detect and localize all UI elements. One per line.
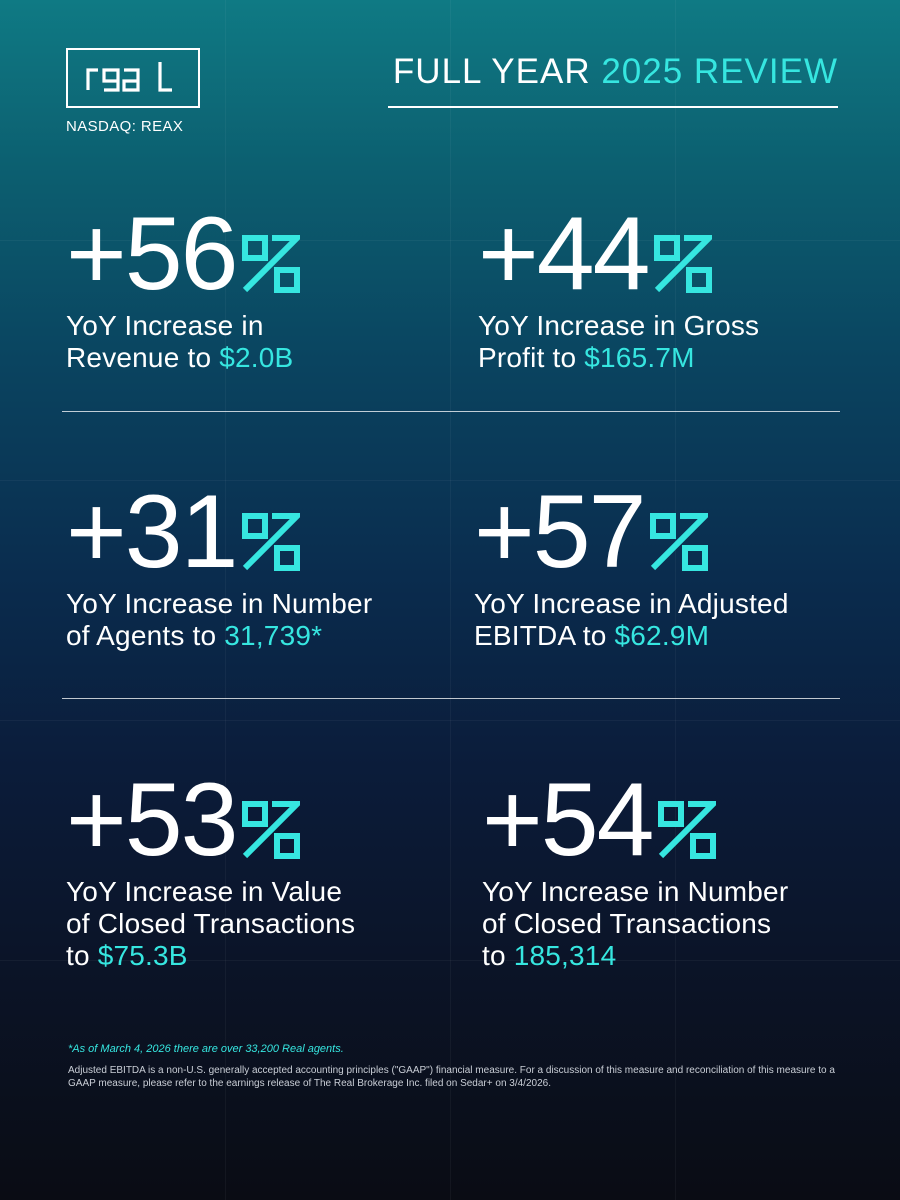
ebitda-disclaimer: Adjusted EBITDA is a non-U.S. generally … (68, 1065, 835, 1089)
header-underline (388, 106, 838, 108)
real-logo (66, 48, 200, 108)
percent-icon (242, 235, 305, 298)
stat-adjusted-ebitda: +57 YoY Increase in Adjusted EBITDA to $… (474, 474, 874, 652)
grid-line (0, 720, 900, 721)
grid-line (0, 240, 900, 241)
stat-value: +54 (482, 762, 654, 878)
grid-line (225, 0, 226, 1200)
stat-description: YoY Increase in Adjusted EBITDA to $62.9… (474, 588, 789, 651)
grid-line (0, 960, 900, 961)
percent-icon (658, 801, 721, 864)
stat-gross-profit: +44 YoY Increase in Gross Profit to $165… (478, 196, 878, 374)
stat-value: +56 (66, 196, 238, 312)
stat-value: +44 (478, 196, 650, 312)
section-divider (62, 698, 840, 699)
percent-icon (242, 513, 305, 576)
agents-footnote: *As of March 4, 2026 there are over 33,2… (68, 1043, 344, 1055)
stat-value: +31 (66, 474, 238, 590)
stat-description: YoY Increase in Number of Agents to 31,7… (66, 588, 373, 651)
stat-agents: +31 YoY Increase in Number of Agents to … (66, 474, 466, 652)
stat-description: YoY Increase in Number of Closed Transac… (482, 876, 789, 971)
stat-value-closed-transactions: +53 YoY Increase in Value of Closed Tran… (66, 762, 466, 972)
stat-description: YoY Increase in Revenue to $2.0B (66, 310, 294, 373)
stat-value: +57 (474, 474, 646, 590)
section-divider (62, 411, 840, 412)
ticker-symbol: NASDAQ: REAX (66, 118, 184, 135)
real-logo-mark-icon (86, 62, 172, 92)
page-title: FULL YEAR 2025 REVIEW (393, 52, 838, 92)
stat-number-closed-transactions: +54 YoY Increase in Number of Closed Tra… (482, 762, 882, 972)
stat-description: YoY Increase in Value of Closed Transact… (66, 876, 356, 971)
stat-revenue: +56 YoY Increase in Revenue to $2.0B (66, 196, 466, 374)
percent-icon (242, 801, 305, 864)
stat-value: +53 (66, 762, 238, 878)
grid-line (0, 480, 900, 481)
title-prefix: FULL YEAR (392, 52, 602, 91)
percent-icon (654, 235, 717, 298)
grid-line (675, 0, 676, 1200)
title-accent: 2025 REVIEW (601, 52, 838, 91)
grid-line (450, 0, 451, 1200)
percent-icon (650, 513, 713, 576)
stat-description: YoY Increase in Gross Profit to $165.7M (478, 310, 760, 373)
